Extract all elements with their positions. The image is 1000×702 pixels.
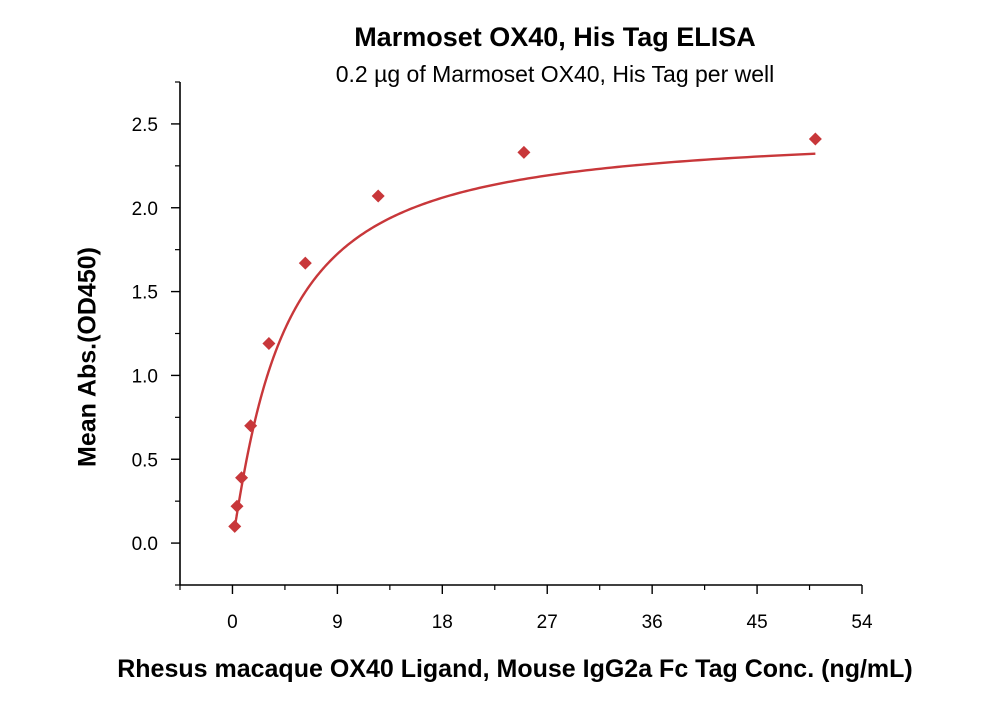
y-tick-label: 1.0 xyxy=(132,366,158,387)
x-axis-label: Rhesus macaque OX40 Ligand, Mouse IgG2a … xyxy=(117,655,913,683)
y-tick-label: 2.0 xyxy=(132,199,158,220)
data-point xyxy=(262,337,276,351)
data-point xyxy=(235,471,249,485)
x-tick-label: 36 xyxy=(642,612,663,633)
y-tick-label: 2.5 xyxy=(132,115,158,136)
y-tick-label: 1.5 xyxy=(132,283,158,304)
y-tick-label: 0.0 xyxy=(132,534,158,555)
chart-subtitle: 0.2 µg of Marmoset OX40, His Tag per wel… xyxy=(335,61,775,87)
x-tick-label: 27 xyxy=(537,612,558,633)
chart-title: Marmoset OX40, His Tag ELISA xyxy=(354,22,756,52)
data-point xyxy=(230,499,244,513)
x-tick-label: 0 xyxy=(227,612,238,633)
data-point xyxy=(228,519,242,533)
x-tick-label: 18 xyxy=(432,612,453,633)
x-tick-label: 9 xyxy=(332,612,343,633)
data-point xyxy=(298,256,312,270)
fit-curve xyxy=(233,152,816,528)
x-tick-label: 45 xyxy=(747,612,768,633)
data-point xyxy=(371,189,385,203)
data-point xyxy=(244,419,258,433)
data-point xyxy=(808,132,822,146)
x-tick-label: 54 xyxy=(851,612,873,633)
y-tick-label: 0.5 xyxy=(132,450,158,471)
data-point xyxy=(517,145,531,159)
